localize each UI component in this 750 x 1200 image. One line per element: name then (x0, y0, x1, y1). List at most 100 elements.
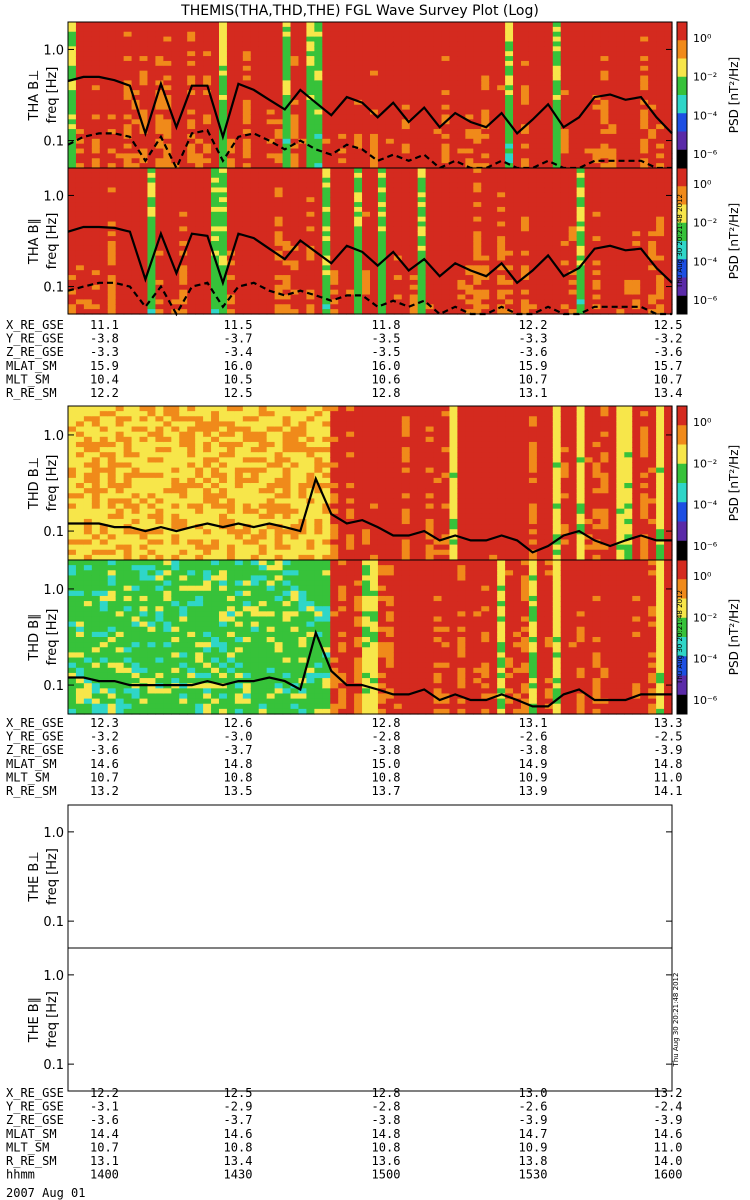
spectrogram-cell (258, 211, 268, 218)
spectrogram-cell (584, 119, 594, 125)
spectrogram-cell (417, 114, 427, 120)
spectrogram-cell (75, 260, 85, 266)
spectrogram-cell (664, 279, 673, 286)
spectrogram-cell (115, 452, 125, 458)
spectrogram-cell (179, 270, 188, 276)
spectrogram-cell (441, 85, 451, 91)
spectrogram-cell (242, 133, 252, 140)
spectrogram-cell (242, 279, 252, 286)
spectrogram-cell (592, 211, 602, 218)
spectrogram-cell (481, 90, 490, 96)
spectrogram-cell (362, 216, 371, 223)
spectrogram-cell (163, 488, 172, 494)
spectrogram-cell (187, 114, 196, 120)
spectrogram-cell (298, 95, 308, 101)
spectrogram-cell (481, 255, 490, 262)
spectrogram-cell (346, 206, 355, 213)
spectrogram-cell (75, 70, 85, 77)
spectrogram-cell (219, 236, 228, 242)
spectrogram-cell (393, 289, 403, 296)
spectrogram-cell (155, 472, 164, 479)
spectrogram-cell (83, 236, 93, 242)
spectrogram-cell (107, 498, 117, 505)
spectrogram-cell (123, 265, 133, 271)
spectrogram-cell (552, 177, 562, 184)
spectrogram-cell (290, 231, 300, 237)
spectrogram-cell (568, 60, 578, 67)
spectrogram-cell (521, 270, 530, 276)
spectrogram-cell (163, 163, 172, 169)
figure-title: THEMIS(THA,THD,THE) FGL Wave Survey Plot… (180, 3, 539, 19)
spectrogram-cell (147, 104, 157, 111)
spectrogram-cell (195, 216, 204, 223)
spectrogram-cell (544, 221, 554, 227)
spectrogram-cell (139, 148, 149, 154)
spectrogram-cell (195, 70, 204, 77)
spectrogram-cell (441, 177, 451, 184)
spectrogram-cell (91, 299, 101, 305)
spectrogram-cell (354, 299, 363, 305)
spectrogram-cell (385, 245, 395, 252)
spectrogram-cell (147, 56, 157, 62)
spectrogram-cell (274, 90, 284, 96)
spectrogram-cell (123, 85, 133, 91)
spectrogram-cell (441, 124, 451, 130)
spectrogram-cell (664, 41, 673, 47)
spectrogram-cell (370, 172, 379, 179)
spectrogram-cell (584, 255, 594, 262)
spectrogram-cell (417, 129, 427, 135)
spectrogram-cell (298, 202, 308, 208)
spectrogram-cell (171, 284, 180, 291)
spectrogram-cell (568, 236, 578, 242)
spectrogram-cell (385, 51, 395, 57)
spectrogram-cell (298, 129, 308, 135)
spectrogram-cell (600, 56, 610, 62)
spectrogram-cell (441, 182, 451, 189)
spectrogram-cell (417, 226, 427, 232)
spectrogram-cell (330, 299, 339, 305)
spectrogram-cell (179, 294, 188, 300)
spectrogram-cell (155, 114, 164, 120)
spectrogram-cell (250, 216, 260, 223)
spectrogram-cell (195, 304, 204, 310)
spectrogram-cell (656, 56, 665, 62)
spectrogram-cell (528, 284, 538, 291)
spectrogram-cell (346, 294, 355, 300)
spectrogram-cell (552, 138, 562, 145)
colorbar-segment (677, 222, 687, 242)
spectrogram-cell (75, 457, 85, 464)
spectrogram-cell (179, 265, 188, 271)
spectrogram-cell (115, 51, 125, 57)
spectrogram-cell (115, 406, 125, 412)
spectrogram-cell (123, 488, 133, 494)
spectrogram-cell (171, 143, 180, 150)
spectrogram-cell (608, 221, 617, 227)
spectrogram-cell (441, 75, 451, 81)
spectrogram-cell (544, 36, 554, 43)
spectrogram-cell (290, 56, 300, 62)
spectrogram-cell (91, 457, 101, 464)
spectrogram-cell (306, 172, 315, 179)
spectrogram-cell (226, 51, 236, 57)
y-tick-label: 0.1 (43, 281, 64, 296)
spectrogram-cell (306, 36, 315, 43)
spectrogram-cell (163, 22, 172, 28)
spectrogram-cell (576, 255, 586, 262)
spectrogram-cell (226, 241, 236, 247)
spectrogram-cell (274, 250, 284, 257)
spectrogram-cell (234, 279, 244, 286)
spectrogram-cell (75, 279, 85, 286)
spectrogram-cell (489, 109, 498, 116)
spectrogram-cell (99, 529, 109, 535)
spectrogram-cell (171, 70, 180, 77)
spectrogram-cell (115, 153, 125, 159)
spectrogram-cell (338, 95, 347, 101)
spectrogram-cell (91, 22, 101, 28)
spectrogram-cell (377, 153, 387, 159)
spectrogram-cell (576, 226, 586, 232)
spectrogram-cell (155, 493, 164, 499)
spectrogram-cell (457, 275, 466, 281)
spectrogram-cell (282, 129, 292, 135)
spectrogram-cell (513, 289, 522, 296)
